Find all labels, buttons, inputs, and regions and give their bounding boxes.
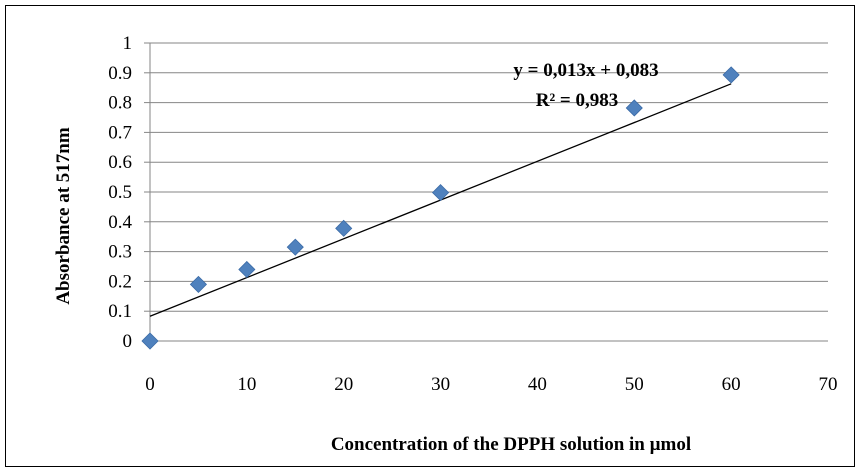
y-tick-label: 0.9 <box>108 63 132 84</box>
data-point <box>141 332 159 350</box>
y-tick-label: 0.8 <box>108 93 132 114</box>
x-tick-labels: 0 10 20 30 40 50 60 70 <box>145 374 837 395</box>
y-tick-label: 0.4 <box>108 212 132 233</box>
trendline-equation: y = 0,013x + 0,083 <box>513 60 658 81</box>
x-tick-label: 50 <box>625 374 644 395</box>
data-point <box>625 99 643 117</box>
data-point <box>238 260 256 279</box>
x-axis-title: Concentration of the DPPH solution in µm… <box>331 434 691 455</box>
y-tick-labels: 0 0.1 0.2 0.3 0.4 0.5 0.6 0.7 0.8 0.9 1 <box>108 33 132 352</box>
x-tick-label: 60 <box>722 374 741 395</box>
y-tick-label: 0.1 <box>108 301 132 322</box>
chart-frame: 0 0.1 0.2 0.3 0.4 0.5 0.6 0.7 0.8 0.9 1 0 10 20 30 40 5… <box>5 5 855 467</box>
x-tick-label: 70 <box>819 374 838 395</box>
data-points <box>141 66 740 350</box>
trendline-r-squared: R² = 0,983 <box>536 90 619 111</box>
gridlines <box>150 42 828 312</box>
data-point <box>432 184 450 202</box>
y-axis-title: Absorbance at 517nm <box>53 127 74 305</box>
y-tick-label: 1 <box>123 33 133 54</box>
y-tick-label: 0.7 <box>108 122 132 143</box>
y-tick-label: 0.6 <box>108 152 132 173</box>
data-point <box>189 275 207 293</box>
data-point <box>335 219 353 237</box>
axes <box>144 42 828 342</box>
x-tick-label: 10 <box>237 374 256 395</box>
x-tick-label: 0 <box>145 374 155 395</box>
x-tick-label: 30 <box>431 374 450 395</box>
y-tick-label: 0.3 <box>108 242 132 263</box>
y-tick-label: 0.5 <box>108 182 132 203</box>
y-tick-label: 0 <box>123 331 133 352</box>
y-tick-label: 0.2 <box>108 271 132 292</box>
x-tick-label: 40 <box>528 374 547 395</box>
scatter-chart: 0 0.1 0.2 0.3 0.4 0.5 0.6 0.7 0.8 0.9 1 0 10 20 30 40 5… <box>53 33 838 455</box>
x-tick-label: 20 <box>334 374 353 395</box>
data-point <box>722 66 740 84</box>
data-point <box>286 238 304 256</box>
